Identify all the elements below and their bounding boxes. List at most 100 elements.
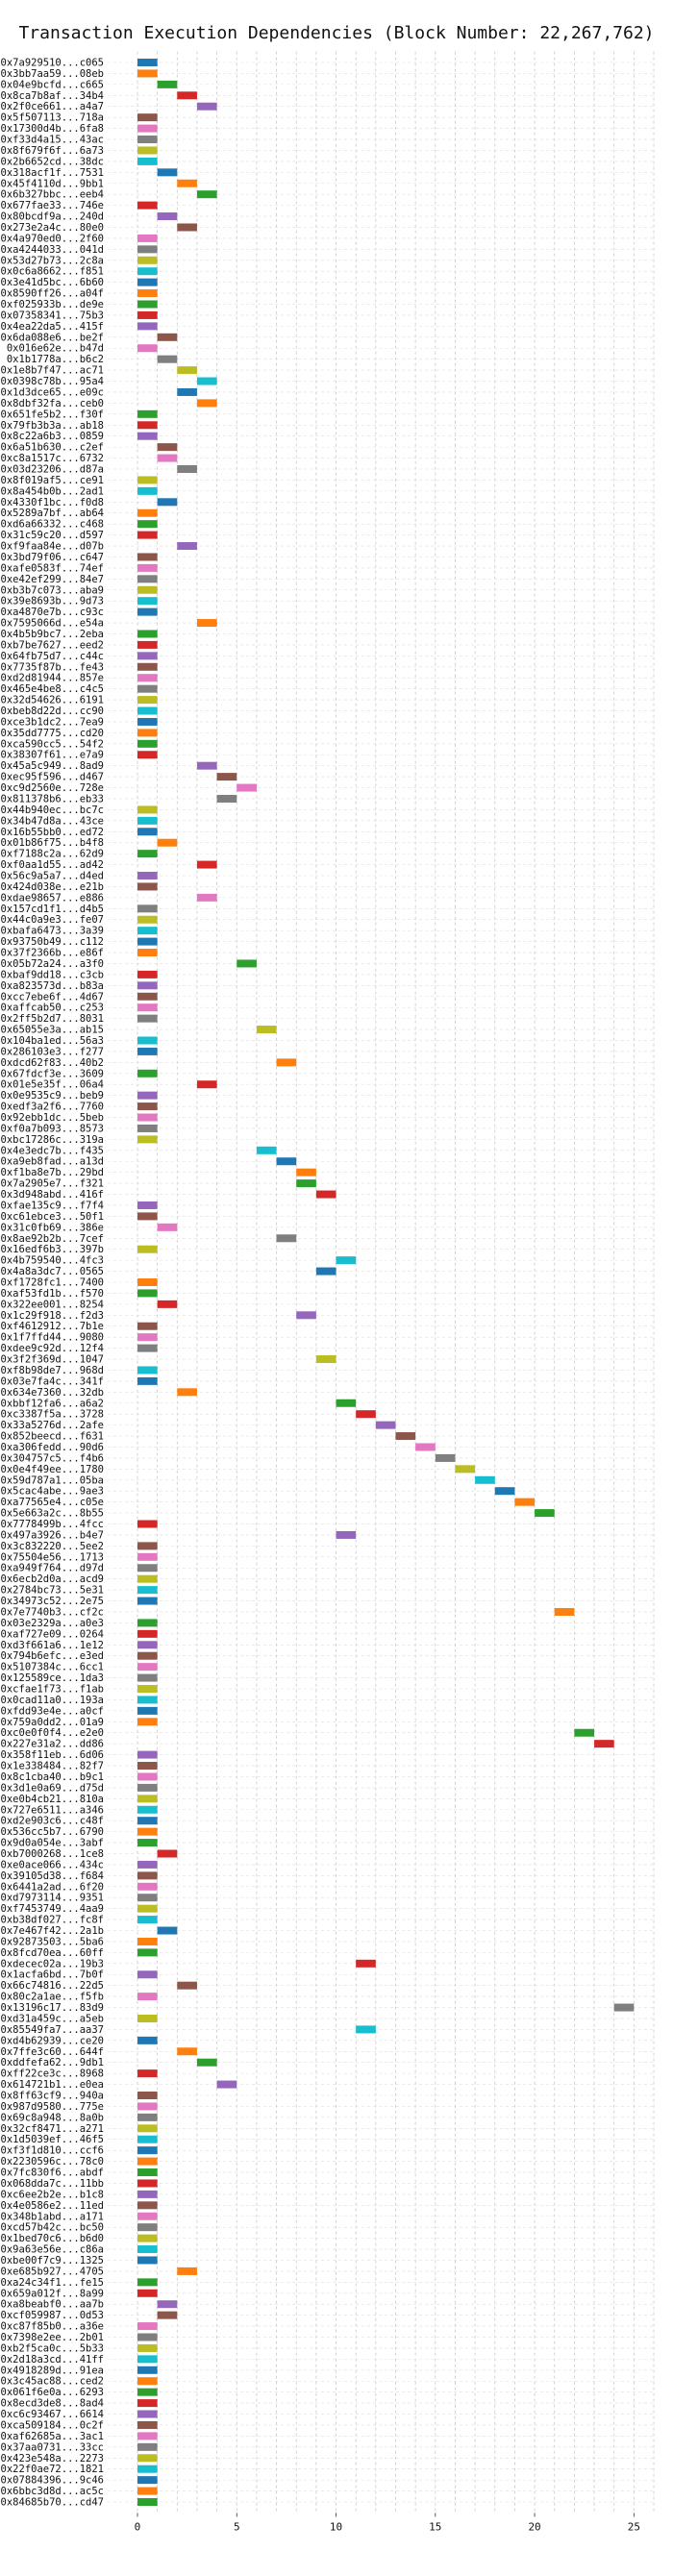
transaction-label: 0x1e8b7f47...ac71 [1, 365, 104, 377]
transaction-bar [137, 1619, 158, 1627]
transaction-bar [574, 1728, 595, 1737]
transaction-bar [137, 310, 158, 319]
transaction-label: 0x07884396...9c46 [1, 2475, 104, 2487]
transaction-bar [137, 2399, 158, 2408]
transaction-bar [137, 136, 158, 144]
transaction-label: 0x0e9535c9...beb9 [1, 1090, 104, 1102]
transaction-label: 0x227e31a2...dd86 [1, 1739, 104, 1750]
transaction-label: 0x8a454b0b...2ad1 [1, 485, 104, 497]
transaction-label: 0x7a929510...c065 [1, 58, 104, 69]
transaction-bar [137, 2102, 158, 2111]
transaction-label: 0x852beecd...f631 [1, 1431, 104, 1443]
transaction-bar [137, 157, 158, 165]
transaction-label: 0xb7000268...1ce8 [1, 1848, 104, 1860]
transaction-label: 0x3d1e0a69...d75d [1, 1782, 104, 1794]
transaction-bar [177, 1388, 197, 1397]
transaction-bar [157, 1300, 178, 1308]
transaction-bar [157, 168, 178, 177]
transaction-bar [356, 2025, 376, 2034]
transaction-label: 0x4e0586e2...11ed [1, 2200, 104, 2212]
transaction-label: 0x1b1778a...b6c2 [7, 354, 104, 365]
transaction-bar [137, 1135, 158, 1144]
transaction-bar [137, 1706, 158, 1715]
transaction-bar [137, 2410, 158, 2418]
transaction-label: 0x7ffe3c60...644f [1, 2046, 104, 2058]
transaction-label: 0xf8b98de7...968d [1, 1365, 104, 1376]
transaction-label: 0x811378b6...eb33 [1, 793, 104, 805]
x-axis: 0 5 10 15 20 25 [135, 2513, 640, 2533]
transaction-bar [137, 2212, 158, 2220]
transaction-bar [196, 190, 217, 199]
transaction-label: 0xf9faa84e...d07b [1, 541, 104, 553]
transaction-label: 0x987d9580...775e [1, 2101, 104, 2113]
transaction-bar [137, 1366, 158, 1375]
transaction-bar [256, 1026, 277, 1034]
transaction-label: 0xa4870e7b...c93c [1, 607, 104, 618]
transaction-bar [137, 289, 158, 298]
transaction-bar [137, 1839, 158, 1847]
transaction-bar [137, 915, 158, 924]
transaction-bar [336, 1399, 357, 1407]
transaction-label: 0x35dd7775...cd20 [1, 728, 104, 739]
transaction-label: 0x32d54626...6191 [1, 695, 104, 706]
transaction-label: 0x31c0fb69...386e [1, 1222, 104, 1233]
transaction-bar [137, 1245, 158, 1253]
transaction-label: 0x322ee001...8254 [1, 1299, 104, 1310]
transaction-label: 0xf7453749...4aa9 [1, 1903, 104, 1915]
transaction-label: 0x5f507113...718a [1, 112, 104, 124]
transaction-bar [137, 2190, 158, 2198]
transaction-bar [137, 1673, 158, 1682]
transaction-label: 0x03e7fa4c...341f [1, 1375, 104, 1387]
transaction-label: 0xa949f764...d97d [1, 1563, 104, 1574]
transaction-label: 0xf1728fc1...7400 [1, 1277, 104, 1289]
transaction-label: 0x5107384c...6cc1 [1, 1662, 104, 1673]
transaction-label: 0x9a63e56e...c86a [1, 2244, 104, 2256]
transaction-bar [196, 399, 217, 408]
transaction-label: 0xfdd93e4e...a0cf [1, 1705, 104, 1717]
transaction-bar [137, 113, 158, 122]
transaction-bar [276, 1058, 297, 1067]
transaction-label: 0xfae135c9...f7f4 [1, 1200, 104, 1211]
transaction-label: 0x8c1cba40...b9c1 [1, 1771, 104, 1783]
transaction-bar [137, 1871, 158, 1880]
transaction-label: 0x2d18a3cd...41ff [1, 2354, 104, 2365]
transaction-bar [137, 1762, 158, 1771]
transaction-bar [137, 2245, 158, 2254]
transaction-bar [137, 69, 158, 78]
transaction-bar [137, 2322, 158, 2331]
transaction-label: 0x92873503...5ba6 [1, 1936, 104, 1947]
transaction-label: 0xd3f661a6...1e12 [1, 1640, 104, 1651]
transaction-bar [137, 1036, 158, 1045]
transaction-label: 0xdee9c92d...12f4 [1, 1343, 104, 1354]
transaction-label: 0xf0a7b093...8573 [1, 1123, 104, 1134]
transaction-bar [137, 2146, 158, 2155]
transaction-label: 0xf025933b...de9e [1, 299, 104, 310]
transaction-label: 0x04e9bcfd...c665 [1, 79, 104, 90]
transaction-bar [435, 1453, 456, 1462]
transaction-bar [137, 1629, 158, 1638]
transaction-bar [177, 91, 197, 100]
transaction-label: 0xa8beabf0...aa7b [1, 2299, 104, 2311]
transaction-bar [196, 2058, 217, 2067]
transaction-label: 0x8590ff26...a04f [1, 288, 104, 300]
transaction-label: 0x536cc5b7...6790 [1, 1826, 104, 1838]
transaction-bar [137, 1651, 158, 1660]
transaction-bar [157, 443, 178, 452]
transaction-label: 0xd7973114...9351 [1, 1893, 104, 1904]
transaction-bar [137, 585, 158, 594]
transaction-bar [256, 1146, 277, 1154]
transaction-bar [137, 1750, 158, 1759]
transaction-bar [137, 2388, 158, 2396]
transaction-bar [157, 80, 178, 88]
transaction-label: 0xb2f5ca0c...5b33 [1, 2342, 104, 2354]
transaction-bar [137, 2343, 158, 2352]
transaction-label: 0x8fcd70ea...60ff [1, 1947, 104, 1959]
transaction-bar [137, 1718, 158, 1726]
transaction-label: 0x2784bc73...5e31 [1, 1585, 104, 1597]
transaction-label: 0xf4612912...7b1e [1, 1321, 104, 1332]
transaction-bar [137, 476, 158, 484]
transaction-bar [356, 1959, 376, 1968]
transaction-label: 0x34973c52...2e75 [1, 1596, 104, 1607]
transaction-bars [137, 58, 635, 2507]
